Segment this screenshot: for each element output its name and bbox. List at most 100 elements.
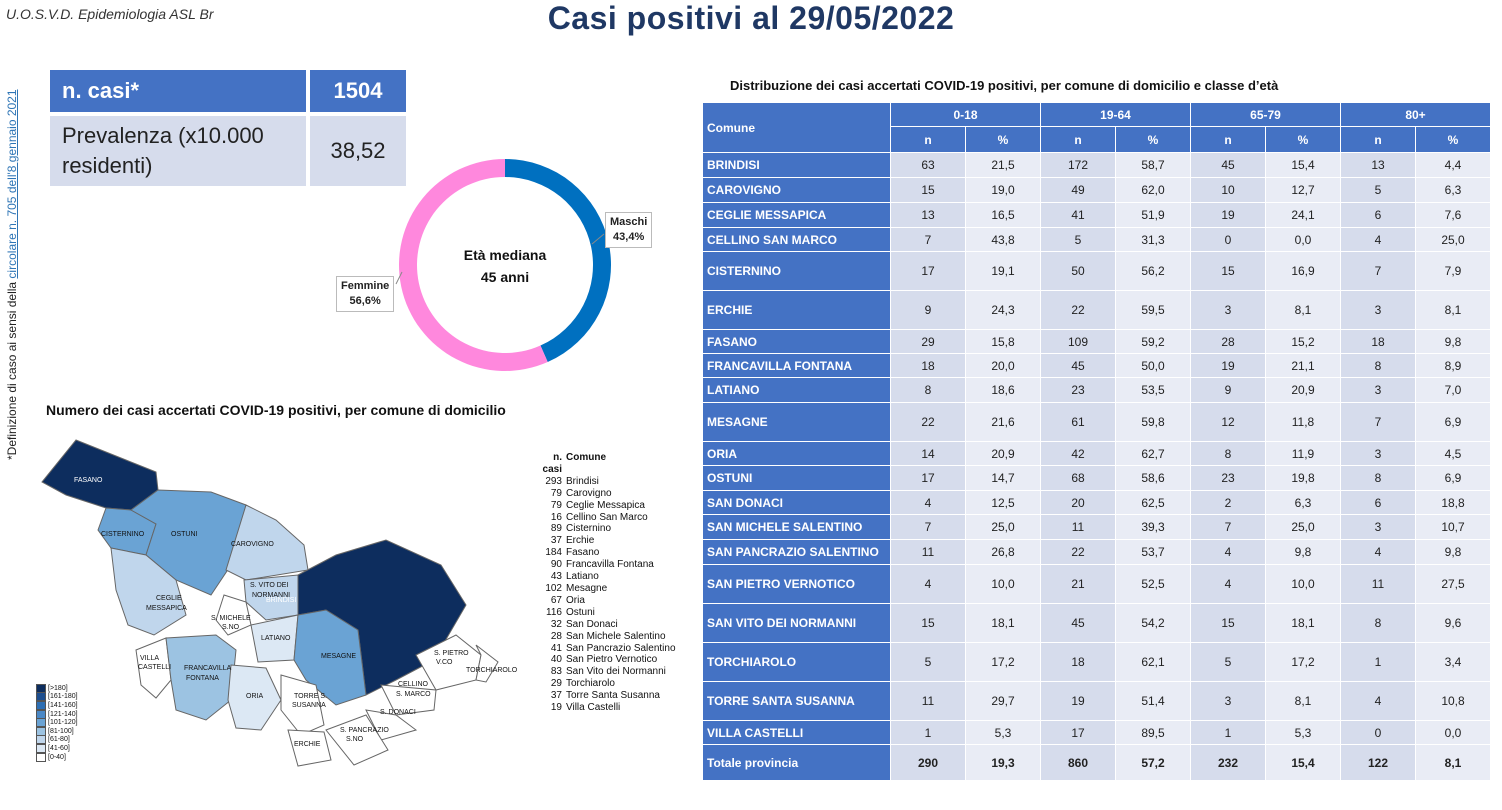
table-row: OSTUNI 17 14,7 68 58,6 23 19,8 8 6,9 <box>702 465 1491 491</box>
table-cell-pct: 16,5 <box>965 202 1041 228</box>
table-header-group-65-79: 65-79 <box>1190 102 1341 127</box>
table-cell-n: 8 <box>890 377 966 403</box>
table-cell-n: 22 <box>1040 290 1116 330</box>
legend-count: 83 <box>550 666 562 678</box>
table-cell-pct: 12,5 <box>965 490 1041 515</box>
map-caption: Numero dei casi accertati COVID-19 posit… <box>46 402 506 418</box>
legend-count: 16 <box>550 511 562 523</box>
table-cell-comune: SAN PANCRAZIO SALENTINO <box>702 539 891 565</box>
table-cell-n: 4 <box>1340 681 1416 721</box>
table-row: VILLA CASTELLI 1 5,3 17 89,5 1 5,3 0 0,0 <box>702 720 1491 745</box>
legend-comune: Francavilla Fontana <box>566 559 654 571</box>
table-cell-n: 17 <box>1040 720 1116 745</box>
map-area-francavilla-fontana <box>165 634 237 721</box>
legend-row: 41 San Pancrazio Salentino <box>532 643 676 655</box>
legend-row: 184 Fasano <box>532 547 676 559</box>
table-cell-n: 45 <box>1040 603 1116 643</box>
table-cell-comune: CISTERNINO <box>702 251 891 291</box>
table-cell-n: 15 <box>890 603 966 643</box>
map-label-franca-2: FONTANA <box>186 675 219 682</box>
legend-comune: Carovigno <box>566 487 612 499</box>
map-label-franca-1: FRANCAVILLA <box>184 665 232 672</box>
table-subheader-n: n <box>1340 126 1416 153</box>
map-label-ceglie-1: CEGLIE <box>156 595 182 602</box>
legend-row: 32 San Donaci <box>532 619 676 631</box>
legend-row: 116 Ostuni <box>532 607 676 619</box>
table-cell-n: 41 <box>1040 202 1116 228</box>
table-cell-comune: TORRE SANTA SUSANNA <box>702 681 891 721</box>
table-cell-n: 4 <box>890 564 966 604</box>
legend-count: 32 <box>550 618 562 630</box>
circolare-link[interactable]: circolare n. 705 dell'8 gennaio 2021 <box>5 89 19 279</box>
legend-rows: 293 Brindisi 79 Carovigno 79 Ceglie Messapica… <box>532 476 676 714</box>
table-cell-pct: 8,1 <box>1265 681 1341 721</box>
map-label-cellino-1: CELLINO <box>398 681 429 688</box>
table-cell-n: 8 <box>1340 465 1416 491</box>
table-cell-pct: 89,5 <box>1115 720 1191 745</box>
table-cell-n: 8 <box>1190 441 1266 466</box>
table-cell-pct: 15,4 <box>1265 152 1341 178</box>
table-cell-n: 3 <box>1340 514 1416 540</box>
table-cell-pct: 25,0 <box>1265 514 1341 540</box>
male-label-box: Maschi 43,4% <box>605 212 653 248</box>
table-cell-n: 3 <box>1340 290 1416 330</box>
table-cell-pct: 51,9 <box>1115 202 1191 228</box>
table-cell-pct: 18,8 <box>1415 490 1491 515</box>
table-cell-n: 2 <box>1190 490 1266 515</box>
table-cell-pct: 7,9 <box>1415 251 1491 291</box>
table-cell-pct: 52,5 <box>1115 564 1191 604</box>
map-area-san-pancrazio-salentino <box>325 714 389 766</box>
scale-label: [101-120] <box>48 719 78 727</box>
table-cell-pct: 5,3 <box>965 720 1041 745</box>
scale-swatch <box>36 700 46 710</box>
legend-row: 89 Cisternino <box>532 523 676 535</box>
table-cell-n: 12 <box>1190 402 1266 442</box>
legend-count: 41 <box>550 642 562 654</box>
table-cell-comune: MESAGNE <box>702 402 891 442</box>
legend-row: 29 Torchiarolo <box>532 678 676 690</box>
table-cell-n: 11 <box>890 681 966 721</box>
table-cell-pct: 6,9 <box>1415 465 1491 491</box>
table-cell-n: 4 <box>890 490 966 515</box>
legend-comune: San Donaci <box>566 618 618 630</box>
map-label-villa-1: VILLA <box>140 655 159 662</box>
table-cell-comune: TORCHIAROLO <box>702 642 891 682</box>
table-subheader-n: n <box>890 126 966 153</box>
table-cell-n: 28 <box>1190 329 1266 354</box>
female-pct: 56,6% <box>349 295 381 307</box>
scale-label: [161-180] <box>48 693 78 701</box>
table-cell-comune: OSTUNI <box>702 465 891 491</box>
legend-row: 67 Oria <box>532 595 676 607</box>
table-cell-pct: 8,1 <box>1265 290 1341 330</box>
legend-count: 40 <box>550 654 562 666</box>
male-pct: 43,4% <box>613 231 645 243</box>
map-area-cellino-san-marco <box>380 684 437 716</box>
table-cell-n: 4 <box>1340 227 1416 252</box>
legend-count: 19 <box>550 702 562 714</box>
table-header-group-80plus: 80+ <box>1340 102 1491 127</box>
scale-swatch <box>36 726 46 736</box>
donut-segment-male <box>505 159 611 363</box>
table-row: SAN MICHELE SALENTINO 7 25,0 11 39,3 7 25,0 3 10… <box>702 514 1491 540</box>
table-row: SAN DONACI 4 12,5 20 62,5 2 6,3 6 18,8 <box>702 490 1491 515</box>
scale-swatch <box>36 683 46 693</box>
legend-header-n: n. casi <box>542 452 562 475</box>
table-cell-n: 109 <box>1040 329 1116 354</box>
table-cell-n: 11 <box>890 539 966 565</box>
table-cell-pct: 51,4 <box>1115 681 1191 721</box>
table-cell-pct: 62,7 <box>1115 441 1191 466</box>
table-cell-pct: 6,9 <box>1415 402 1491 442</box>
legend-row: 37 Torre Santa Susanna <box>532 690 676 702</box>
table-cell-pct: 6,3 <box>1265 490 1341 515</box>
table-cell-pct: 58,6 <box>1115 465 1191 491</box>
table-row: ORIA 14 20,9 42 62,7 8 11,9 3 4,5 <box>702 441 1491 466</box>
table-cell-n: 15 <box>1190 251 1266 291</box>
table-cell-pct: 54,2 <box>1115 603 1191 643</box>
table-cell-n: 19 <box>1040 681 1116 721</box>
table-cell-comune: SAN PIETRO VERNOTICO <box>702 564 891 604</box>
scale-row: [101-120] <box>36 718 78 728</box>
table-cell-pct: 57,2 <box>1115 744 1191 781</box>
table-cell-n: 7 <box>1340 251 1416 291</box>
legend-comune: Villa Castelli <box>566 702 621 714</box>
table-subheader-n: n <box>1190 126 1266 153</box>
